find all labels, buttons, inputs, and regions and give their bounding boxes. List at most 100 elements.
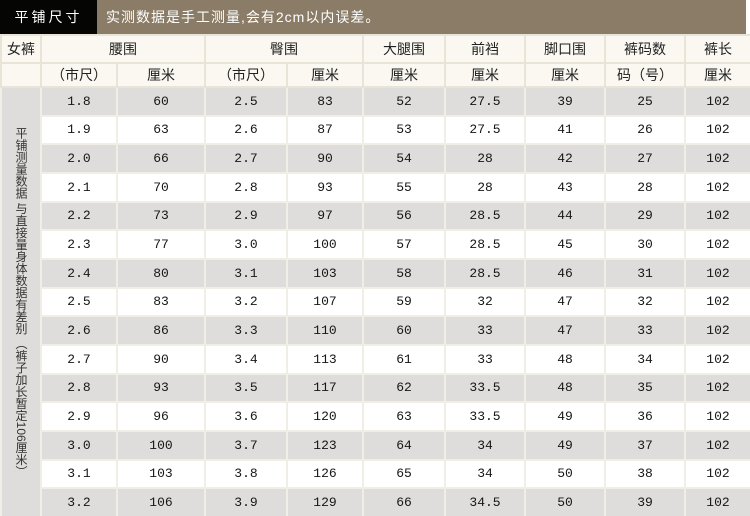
table-cell: 2.7 xyxy=(40,343,118,375)
table-row: 2.6 86 3.3 110 60 33 47 33 102 xyxy=(1,315,750,346)
table-cell: 44 xyxy=(524,200,606,232)
unit-header: （市尺） xyxy=(204,62,288,88)
table-cell: 53 xyxy=(362,114,446,146)
table-row: 3.2 106 3.9 129 66 34.5 50 39 102 xyxy=(1,487,750,516)
table-cell: 2.4 xyxy=(40,257,118,289)
table-row: 2.2 73 2.9 97 56 28.5 44 29 102 xyxy=(1,200,750,232)
table-cell: 3.6 xyxy=(204,401,288,432)
table-cell: 32 xyxy=(444,286,526,318)
table-cell: 102 xyxy=(684,401,750,432)
table-cell: 65 xyxy=(362,458,446,490)
table-cell: 102 xyxy=(684,229,750,260)
table-cell: 113 xyxy=(286,343,364,375)
header-row-groups: 女裤 腰围 臀围 大腿围 前裆 脚口围 裤码数 裤长 xyxy=(0,34,750,64)
table-cell: 49 xyxy=(524,429,606,461)
table-cell: 39 xyxy=(524,86,606,117)
column-header-thigh: 大腿围 xyxy=(362,34,446,64)
table-cell: 93 xyxy=(286,171,364,203)
table-row: 平铺测量数据 与直接量身体数据有差别 （裤子加长暂定106厘米） 1.8 60 2.5… xyxy=(0,86,750,516)
table-cell: 2.8 xyxy=(40,372,118,404)
table-cell: 33 xyxy=(444,343,526,375)
unit-header: （市尺） xyxy=(40,62,118,88)
table-row: 2.8 93 3.5 117 62 33.5 48 35 102 xyxy=(1,372,750,404)
table-cell: 2.5 xyxy=(204,86,288,117)
table-cell: 96 xyxy=(116,401,206,432)
table-cell: 103 xyxy=(286,257,364,289)
table-cell: 102 xyxy=(684,343,750,375)
banner: 平铺尺寸 实测数据是手工测量,会有2cm以内误差。 xyxy=(0,0,746,34)
side-note-cell: 平铺测量数据 与直接量身体数据有差别 （裤子加长暂定106厘米） xyxy=(0,86,42,516)
table-cell: 35 xyxy=(604,372,686,404)
table-cell: 2.7 xyxy=(204,143,288,174)
table-cell: 28 xyxy=(604,171,686,203)
unit-header: 厘米 xyxy=(286,62,364,88)
table-cell: 46 xyxy=(524,257,606,289)
table-cell: 34 xyxy=(444,458,526,490)
table-cell: 27 xyxy=(604,143,686,174)
unit-header: 厘米 xyxy=(524,62,606,88)
table-cell: 102 xyxy=(684,200,750,232)
table-cell: 90 xyxy=(286,143,364,174)
table-cell: 50 xyxy=(524,487,606,516)
table-cell: 3.0 xyxy=(40,429,118,461)
table-cell: 102 xyxy=(684,86,750,117)
table-cell: 70 xyxy=(116,171,206,203)
table-cell: 33.5 xyxy=(444,401,526,432)
table-cell: 77 xyxy=(116,229,206,260)
table-cell: 60 xyxy=(116,86,206,117)
table-cell: 47 xyxy=(524,286,606,318)
table-cell: 3.4 xyxy=(204,343,288,375)
table-cell: 102 xyxy=(684,429,750,461)
table-cell: 120 xyxy=(286,401,364,432)
table-cell: 1.9 xyxy=(40,114,118,146)
table-cell: 28.5 xyxy=(444,200,526,232)
table-cell: 57 xyxy=(362,229,446,260)
table-cell: 102 xyxy=(684,458,750,490)
table-cell: 3.9 xyxy=(204,487,288,516)
table-cell: 36 xyxy=(604,401,686,432)
table-cell: 102 xyxy=(684,257,750,289)
column-header-size-number: 裤码数 xyxy=(604,34,686,64)
table-cell: 110 xyxy=(286,315,364,346)
unit-header: 厘米 xyxy=(362,62,446,88)
table-cell: 63 xyxy=(116,114,206,146)
table-cell: 3.0 xyxy=(204,229,288,260)
table-cell: 2.2 xyxy=(40,200,118,232)
table-cell: 2.9 xyxy=(40,401,118,432)
table-cell: 64 xyxy=(362,429,446,461)
table-cell: 106 xyxy=(116,487,206,516)
table-cell: 33 xyxy=(604,315,686,346)
table-cell: 2.5 xyxy=(40,286,118,318)
table-cell: 28 xyxy=(444,143,526,174)
table-cell: 27.5 xyxy=(444,86,526,117)
table-cell: 129 xyxy=(286,487,364,516)
table-cell: 33 xyxy=(444,315,526,346)
table-cell: 87 xyxy=(286,114,364,146)
banner-title: 平铺尺寸 xyxy=(0,0,97,34)
table-cell: 48 xyxy=(524,343,606,375)
table-cell: 100 xyxy=(116,429,206,461)
table-cell: 3.2 xyxy=(204,286,288,318)
table-cell: 2.8 xyxy=(204,171,288,203)
table-header: 女裤 腰围 臀围 大腿围 前裆 脚口围 裤码数 裤长 （市尺） 厘米 （市尺） … xyxy=(0,34,750,88)
table-cell: 28 xyxy=(444,171,526,203)
unit-header: 厘米 xyxy=(684,62,750,88)
table-cell: 3.8 xyxy=(204,458,288,490)
table-cell: 102 xyxy=(684,315,750,346)
table-cell: 90 xyxy=(116,343,206,375)
table-cell: 34 xyxy=(604,343,686,375)
table-cell: 103 xyxy=(116,458,206,490)
unit-header: 厘米 xyxy=(444,62,526,88)
table-cell: 31 xyxy=(604,257,686,289)
table-cell: 102 xyxy=(684,487,750,516)
table-row: 3.0 100 3.7 123 64 34 49 37 102 xyxy=(1,429,750,461)
table-cell: 3.3 xyxy=(204,315,288,346)
size-table-body: 平铺测量数据 与直接量身体数据有差别 （裤子加长暂定106厘米） 1.8 60 2.5… xyxy=(0,86,750,516)
table-cell: 102 xyxy=(684,171,750,203)
table-cell: 30 xyxy=(604,229,686,260)
table-cell: 39 xyxy=(604,487,686,516)
table-cell: 83 xyxy=(116,286,206,318)
column-header-pant-length: 裤长 xyxy=(684,34,750,64)
size-table: 女裤 腰围 臀围 大腿围 前裆 脚口围 裤码数 裤长 （市尺） 厘米 （市尺） … xyxy=(0,34,750,516)
table-cell: 33.5 xyxy=(444,372,526,404)
